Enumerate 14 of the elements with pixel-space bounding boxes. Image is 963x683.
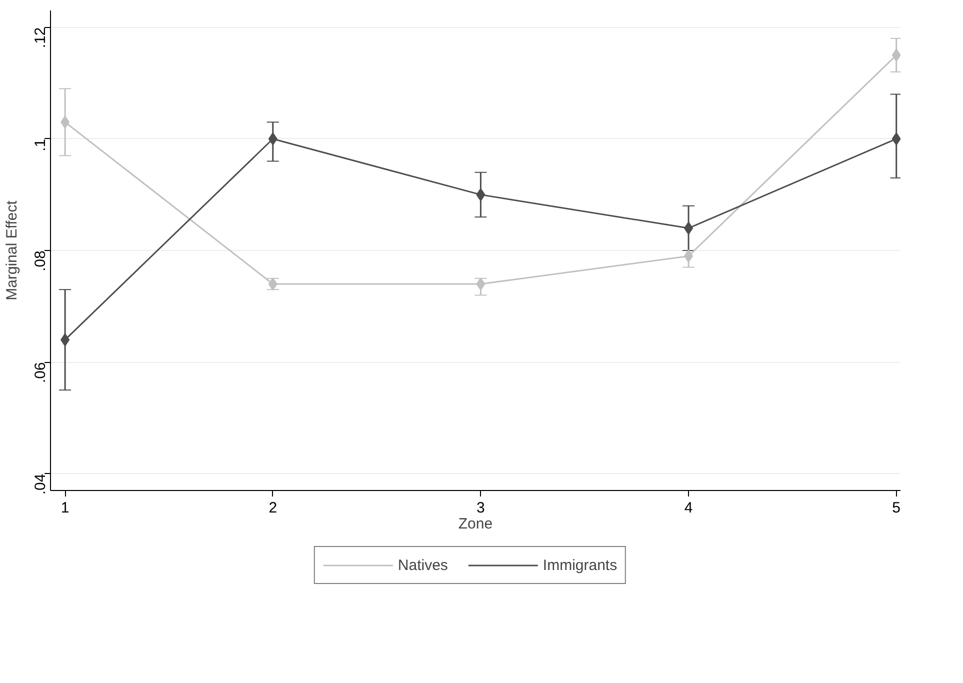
x-tick-label: 1 xyxy=(60,500,70,516)
y-tick-label: .08 xyxy=(32,250,49,272)
legend-label: Immigrants xyxy=(542,556,618,574)
y-axis-title: Marginal Effect xyxy=(4,200,20,300)
legend-label: Natives xyxy=(398,556,448,574)
y-tick-label: .1 xyxy=(32,138,49,152)
y-tick-label: .04 xyxy=(32,474,49,495)
y-tick-label: .06 xyxy=(32,362,49,383)
x-tick-label: 4 xyxy=(684,500,693,516)
x-axis-title: Zone xyxy=(458,516,493,532)
x-tick-label: 2 xyxy=(268,500,278,516)
x-tick-label: 3 xyxy=(476,500,485,516)
x-tick-label: 5 xyxy=(892,500,901,516)
y-tick-label: .12 xyxy=(32,27,49,48)
